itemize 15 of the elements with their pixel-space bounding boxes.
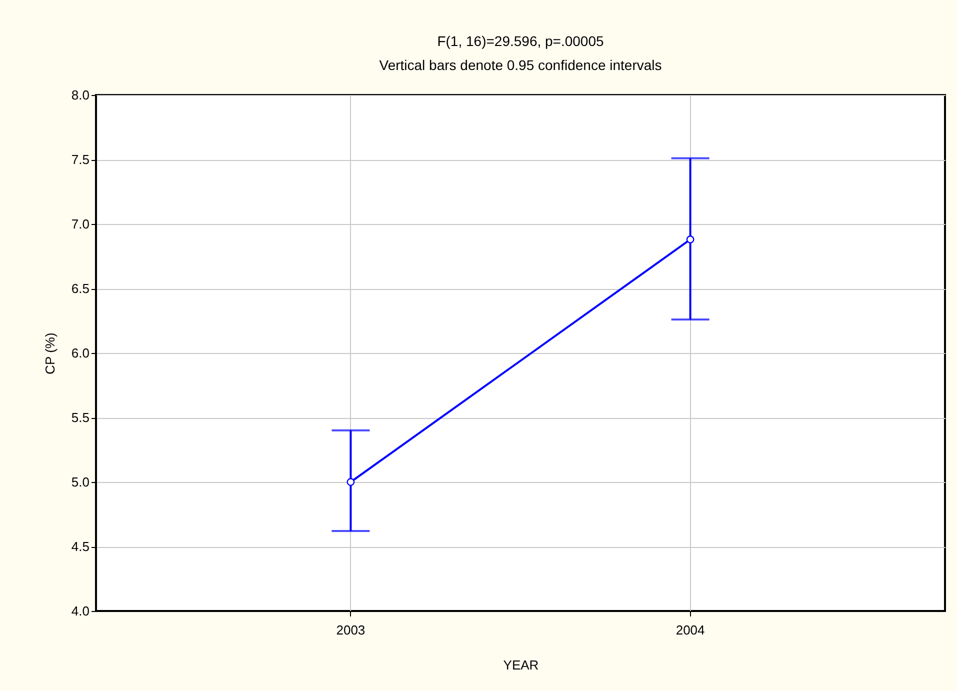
chart-subtitle: Vertical bars denote 0.95 confidence intervals xyxy=(379,57,662,73)
x-tick-label: 2004 xyxy=(676,622,705,638)
y-axis-title: CP (%) xyxy=(42,332,58,374)
chart-title: F(1, 16)=29.596, p=.00005 xyxy=(437,33,604,49)
y-tick-label: 7.0 xyxy=(71,216,90,232)
y-tick-label: 4.0 xyxy=(71,604,90,618)
y-tick-label: 8.0 xyxy=(71,88,90,102)
y-tick-label: 6.5 xyxy=(71,281,90,296)
y-tick-label: 5.5 xyxy=(71,410,90,425)
y-tick-label: 4.5 xyxy=(71,539,90,554)
x-axis-title: YEAR xyxy=(503,658,539,672)
x-tick-label: 2003 xyxy=(336,622,366,638)
y-tick-label: 5.0 xyxy=(71,474,90,490)
y-tick-label: 7.5 xyxy=(71,152,90,167)
y-tick-label: 6.0 xyxy=(71,346,90,360)
